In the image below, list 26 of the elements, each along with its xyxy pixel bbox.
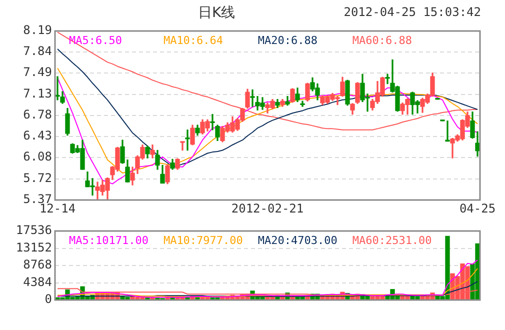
y-tick-label: 8.19 <box>23 23 52 38</box>
text: MA20:6.88 <box>258 34 318 47</box>
text: MA60:6.88 <box>352 34 412 47</box>
y-tick-label: 8768 <box>23 258 52 272</box>
text: 2012-04-25 15:03:42 <box>344 5 481 19</box>
candlestick <box>180 141 185 151</box>
y-tick-label: 17536 <box>16 223 52 238</box>
y-tick-label: 5.72 <box>23 171 52 186</box>
y-tick-label: 4384 <box>23 274 52 289</box>
y-tick-label: 0 <box>44 292 52 306</box>
y-tick-label: 6.43 <box>23 128 52 143</box>
text: MA5:6.50 <box>69 34 122 47</box>
y-tick-label: 7.84 <box>23 44 52 58</box>
y-tick-label: 7.49 <box>23 65 52 80</box>
x-tick-label: 2012-02-21 <box>231 201 304 216</box>
text: MA5:10171.00 <box>69 234 148 247</box>
chart-title: 日K线 <box>198 4 236 22</box>
x-tick-label: 04-25 <box>459 201 496 216</box>
text: MA10:6.64 <box>163 34 224 47</box>
y-tick-label: 6.08 <box>23 150 52 164</box>
text: MA60:2531.00 <box>352 234 432 247</box>
y-tick-label: 7.13 <box>23 86 52 101</box>
y-tick-label: 13152 <box>16 240 52 254</box>
y-tick-label: 6.78 <box>23 108 52 122</box>
text: MA10:7977.00 <box>163 234 243 247</box>
text: MA20:4703.00 <box>258 234 338 247</box>
